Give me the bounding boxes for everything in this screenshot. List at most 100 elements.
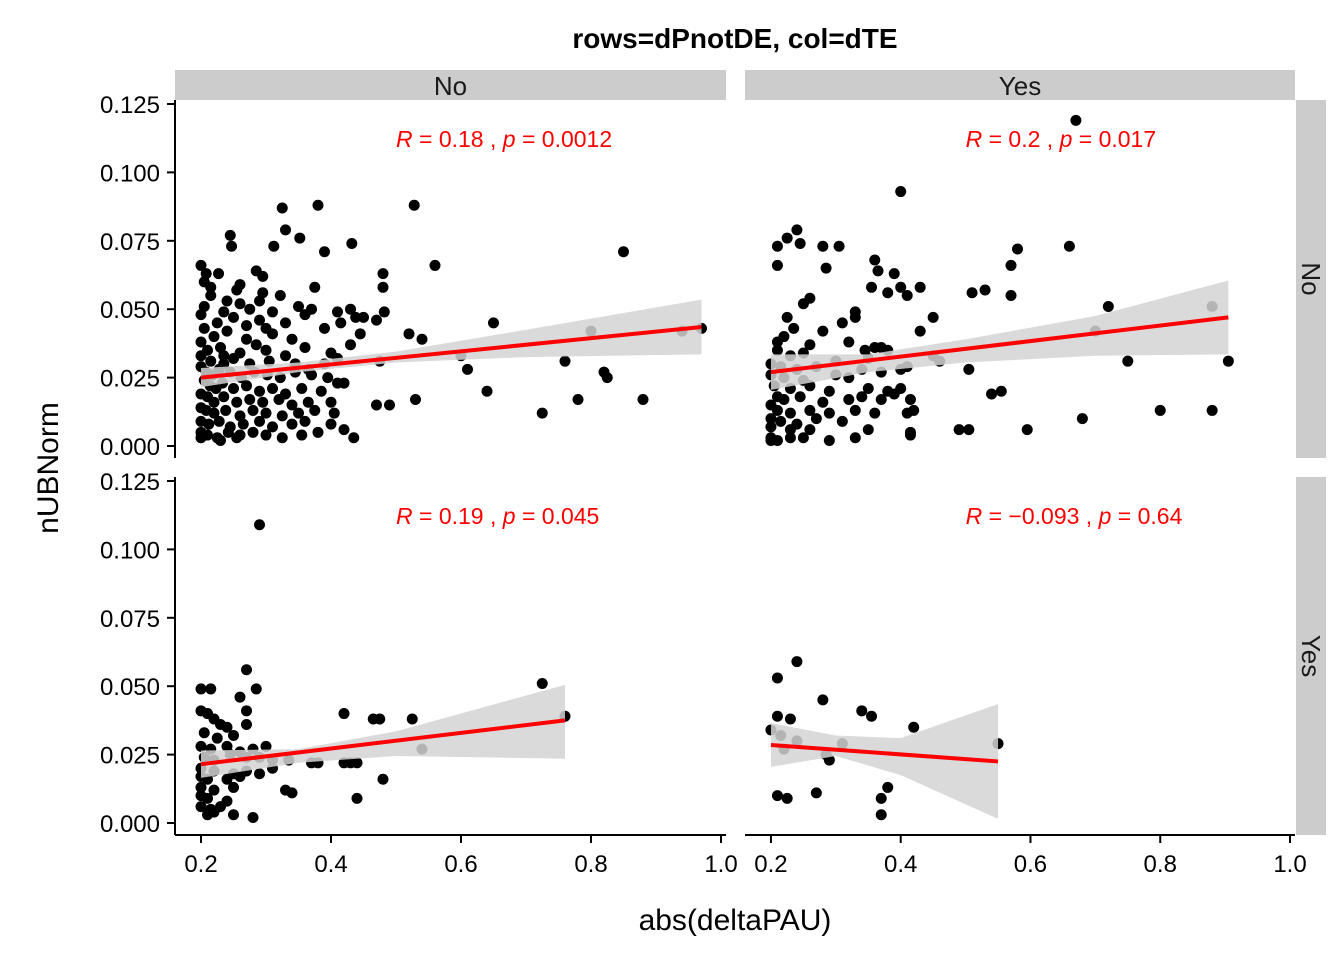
data-point: [198, 727, 210, 739]
data-point: [1122, 355, 1134, 367]
data-point: [268, 240, 280, 252]
data-point: [358, 311, 369, 323]
data-point: [810, 413, 822, 425]
data-point: [241, 664, 252, 676]
data-point: [312, 199, 324, 211]
data-point: [771, 710, 783, 722]
correlation-label-part: = 0.0012: [516, 126, 613, 152]
regression-line: [770, 315, 1229, 375]
data-point: [202, 792, 213, 804]
data-point: [817, 694, 829, 706]
data-point: [228, 383, 239, 395]
data-point: [778, 393, 790, 405]
correlation-label-part: R: [396, 126, 413, 152]
data-point: [306, 369, 317, 381]
correlation-label-part: = 0.18 ,: [413, 126, 503, 152]
data-point: [862, 383, 874, 395]
data-point: [254, 314, 265, 326]
x-tick-label: 0.6: [444, 851, 477, 878]
data-point: [895, 186, 907, 198]
data-point: [195, 683, 207, 695]
data-point: [254, 519, 265, 531]
data-point: [195, 432, 207, 444]
data-point: [203, 418, 215, 430]
data-point: [228, 352, 239, 364]
data-point: [299, 309, 311, 321]
data-point: [810, 787, 822, 799]
data-point: [224, 229, 236, 241]
data-point: [849, 404, 861, 416]
regression-line: [200, 718, 566, 767]
data-point: [254, 415, 265, 427]
data-point: [377, 268, 389, 280]
data-point: [804, 404, 816, 416]
panel-yes-yes: R = −0.093 , p = 0.64: [765, 503, 1183, 821]
data-point: [481, 385, 493, 397]
data-point: [315, 385, 327, 397]
data-point: [234, 691, 246, 703]
data-point: [267, 421, 278, 433]
data-point: [781, 792, 793, 804]
data-point: [856, 705, 868, 717]
data-point: [280, 317, 291, 329]
x-axis-title: abs(deltaPAU): [639, 904, 832, 937]
y-tick-label: 0.025: [100, 743, 160, 770]
data-point: [294, 232, 306, 244]
data-point: [198, 276, 210, 288]
y-axis-title: nUBNorm: [32, 402, 65, 534]
confidence-band: [770, 280, 1229, 390]
x-tick-label: 1.0: [704, 851, 737, 878]
x-tick-label: 1.0: [1273, 851, 1306, 878]
regression-line: [770, 743, 999, 764]
data-point: [276, 432, 288, 444]
y-tick-label: 0.125: [100, 92, 160, 119]
data-point: [1222, 355, 1234, 367]
data-point: [888, 388, 900, 400]
data-point: [794, 238, 806, 250]
data-point: [995, 385, 1007, 397]
data-point: [350, 311, 362, 323]
data-point: [843, 336, 855, 348]
data-point: [221, 721, 233, 733]
correlation-label-part: = 0.2 ,: [982, 126, 1059, 152]
data-point: [1063, 240, 1075, 252]
data-point: [293, 300, 304, 312]
data-point: [351, 757, 363, 769]
data-point: [1012, 243, 1023, 255]
data-point: [784, 432, 796, 444]
data-point: [309, 404, 321, 416]
data-point: [319, 322, 330, 334]
data-point: [299, 415, 311, 427]
data-point: [784, 713, 796, 725]
data-point: [377, 773, 389, 785]
data-point: [205, 290, 217, 302]
data-point: [205, 355, 217, 367]
data-point: [208, 806, 220, 818]
data-point: [862, 424, 874, 436]
row-strip-label-yes: Yes: [1296, 635, 1326, 677]
data-point: [817, 396, 829, 408]
data-point: [788, 322, 800, 334]
data-point: [908, 721, 920, 733]
col-strip-label-no: No: [434, 71, 467, 101]
y-tick-label: 0.050: [100, 297, 160, 324]
correlation-label-part: R: [396, 503, 413, 529]
data-point: [231, 432, 243, 444]
y-tick-label: 0.000: [100, 434, 160, 461]
data-point: [215, 435, 226, 447]
data-point: [895, 281, 907, 293]
x-tick-label: 0.4: [884, 851, 917, 878]
data-point: [325, 418, 337, 430]
data-point: [784, 407, 796, 419]
data-point: [1102, 300, 1114, 312]
data-point: [208, 331, 220, 343]
data-point: [325, 396, 337, 408]
data-point: [237, 418, 249, 430]
correlation-label-part: p: [502, 126, 516, 152]
data-point: [338, 424, 350, 436]
correlation-label-part: = 0.64: [1111, 503, 1182, 529]
y-tick-label: 0.100: [100, 537, 160, 564]
data-point: [601, 372, 613, 384]
data-point: [250, 683, 262, 695]
data-point: [1206, 404, 1218, 416]
